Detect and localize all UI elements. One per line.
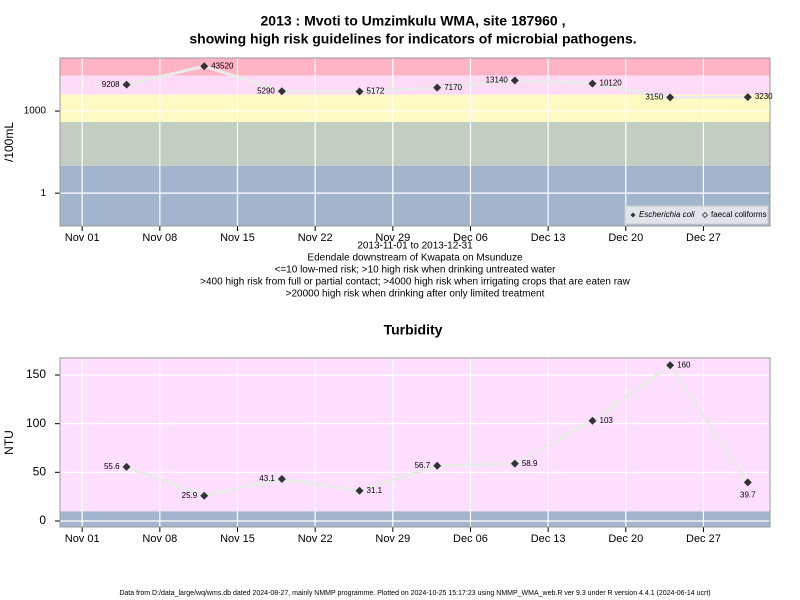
x-tick-label: Dec 20 xyxy=(608,533,643,545)
x-tick-label: Dec 13 xyxy=(531,533,566,545)
data-point xyxy=(277,87,286,96)
x-tick-label: Nov 01 xyxy=(65,232,100,244)
x-tick-label: Nov 29 xyxy=(375,533,410,545)
risk-band xyxy=(60,58,770,76)
chart-title: Turbidity xyxy=(384,322,443,338)
note: Edendale downstream of Kwapata on Msundu… xyxy=(307,253,523,264)
y-axis-label: NTU xyxy=(2,430,16,455)
data-label: 31.1 xyxy=(367,486,383,495)
x-tick-label: Nov 08 xyxy=(142,533,177,545)
data-point xyxy=(355,87,364,96)
x-tick-label: Dec 27 xyxy=(686,533,721,545)
data-point xyxy=(743,93,752,102)
data-point xyxy=(433,83,442,92)
data-label: 3150 xyxy=(645,93,663,102)
data-label: 25.9 xyxy=(182,491,198,500)
x-tick-label: Dec 06 xyxy=(453,533,488,545)
data-point xyxy=(122,462,131,471)
data-point xyxy=(510,76,519,85)
risk-band xyxy=(60,121,770,166)
data-point xyxy=(588,416,597,425)
data-label: 160 xyxy=(677,360,691,369)
x-tick-label: Nov 15 xyxy=(220,533,255,545)
data-label: 103 xyxy=(600,416,614,425)
x-tick-label: Nov 01 xyxy=(65,533,100,545)
risk-band xyxy=(60,75,770,95)
data-label: 10120 xyxy=(600,79,623,88)
chart-title: 2013 : Mvoti to Umzimkulu WMA, site 1879… xyxy=(261,13,566,29)
data-label: 55.6 xyxy=(104,462,120,471)
y-tick-label: 150 xyxy=(26,367,46,381)
data-point xyxy=(666,361,675,370)
data-point xyxy=(666,93,675,102)
data-label: 58.9 xyxy=(522,459,538,468)
x-tick-label: Nov 22 xyxy=(298,232,333,244)
note: >400 high risk from full or partial cont… xyxy=(200,277,630,288)
legend-box xyxy=(624,205,769,225)
y-axis-label: /100mL xyxy=(2,122,16,162)
risk-band xyxy=(60,94,770,122)
data-label: 43.1 xyxy=(259,474,275,483)
plot-frame xyxy=(59,57,771,227)
data-point xyxy=(122,80,131,89)
y-tick-label: 100 xyxy=(26,416,46,430)
note: <=10 low-med risk; >10 high risk when dr… xyxy=(275,265,557,276)
data-point xyxy=(510,459,519,468)
x-tick-label: Dec 27 xyxy=(686,232,721,244)
data-label: 7170 xyxy=(444,83,462,92)
data-point xyxy=(355,486,364,495)
data-point xyxy=(743,478,752,487)
legend-marker xyxy=(701,211,709,219)
data-point xyxy=(200,491,209,500)
data-point xyxy=(433,461,442,470)
note: >20000 high risk when drinking after onl… xyxy=(286,289,545,300)
x-tick-label: Nov 08 xyxy=(142,232,177,244)
risk-band xyxy=(60,511,770,527)
chart-title: showing high risk guidelines for indicat… xyxy=(189,31,636,47)
data-label: 43520 xyxy=(211,61,234,70)
data-label: 9208 xyxy=(102,80,120,89)
x-tick-label: Nov 15 xyxy=(220,232,255,244)
x-tick-label: Dec 06 xyxy=(453,232,488,244)
data-label: 39.7 xyxy=(740,490,756,499)
legend-label: Escherichia coli xyxy=(639,210,695,219)
x-tick-label: Dec 13 xyxy=(531,232,566,244)
data-label: 3230 xyxy=(755,92,773,101)
data-label: 56.7 xyxy=(415,461,431,470)
x-tick-label: Dec 20 xyxy=(608,232,643,244)
data-label: 13140 xyxy=(486,76,509,85)
y-tick-label: 50 xyxy=(33,464,47,478)
note: 2013-11-01 to 2013-12-31 xyxy=(357,241,473,252)
data-point xyxy=(200,62,209,71)
x-tick-label: Nov 29 xyxy=(375,232,410,244)
legend-marker xyxy=(630,212,636,218)
risk-band xyxy=(60,358,770,512)
data-label: 5290 xyxy=(257,86,275,95)
data-label: 5172 xyxy=(367,87,385,96)
y-tick-label: 1 xyxy=(40,188,46,199)
plot-frame xyxy=(59,357,771,528)
legend-label: faecal coliforms xyxy=(711,210,767,219)
footer: Data from D:/data_large/wq/wms.db dated … xyxy=(119,590,710,597)
y-tick-label: 1000 xyxy=(24,106,47,117)
data-point xyxy=(588,79,597,88)
x-tick-label: Nov 22 xyxy=(298,533,333,545)
y-tick-label: 0 xyxy=(39,513,46,527)
data-point xyxy=(277,475,286,484)
